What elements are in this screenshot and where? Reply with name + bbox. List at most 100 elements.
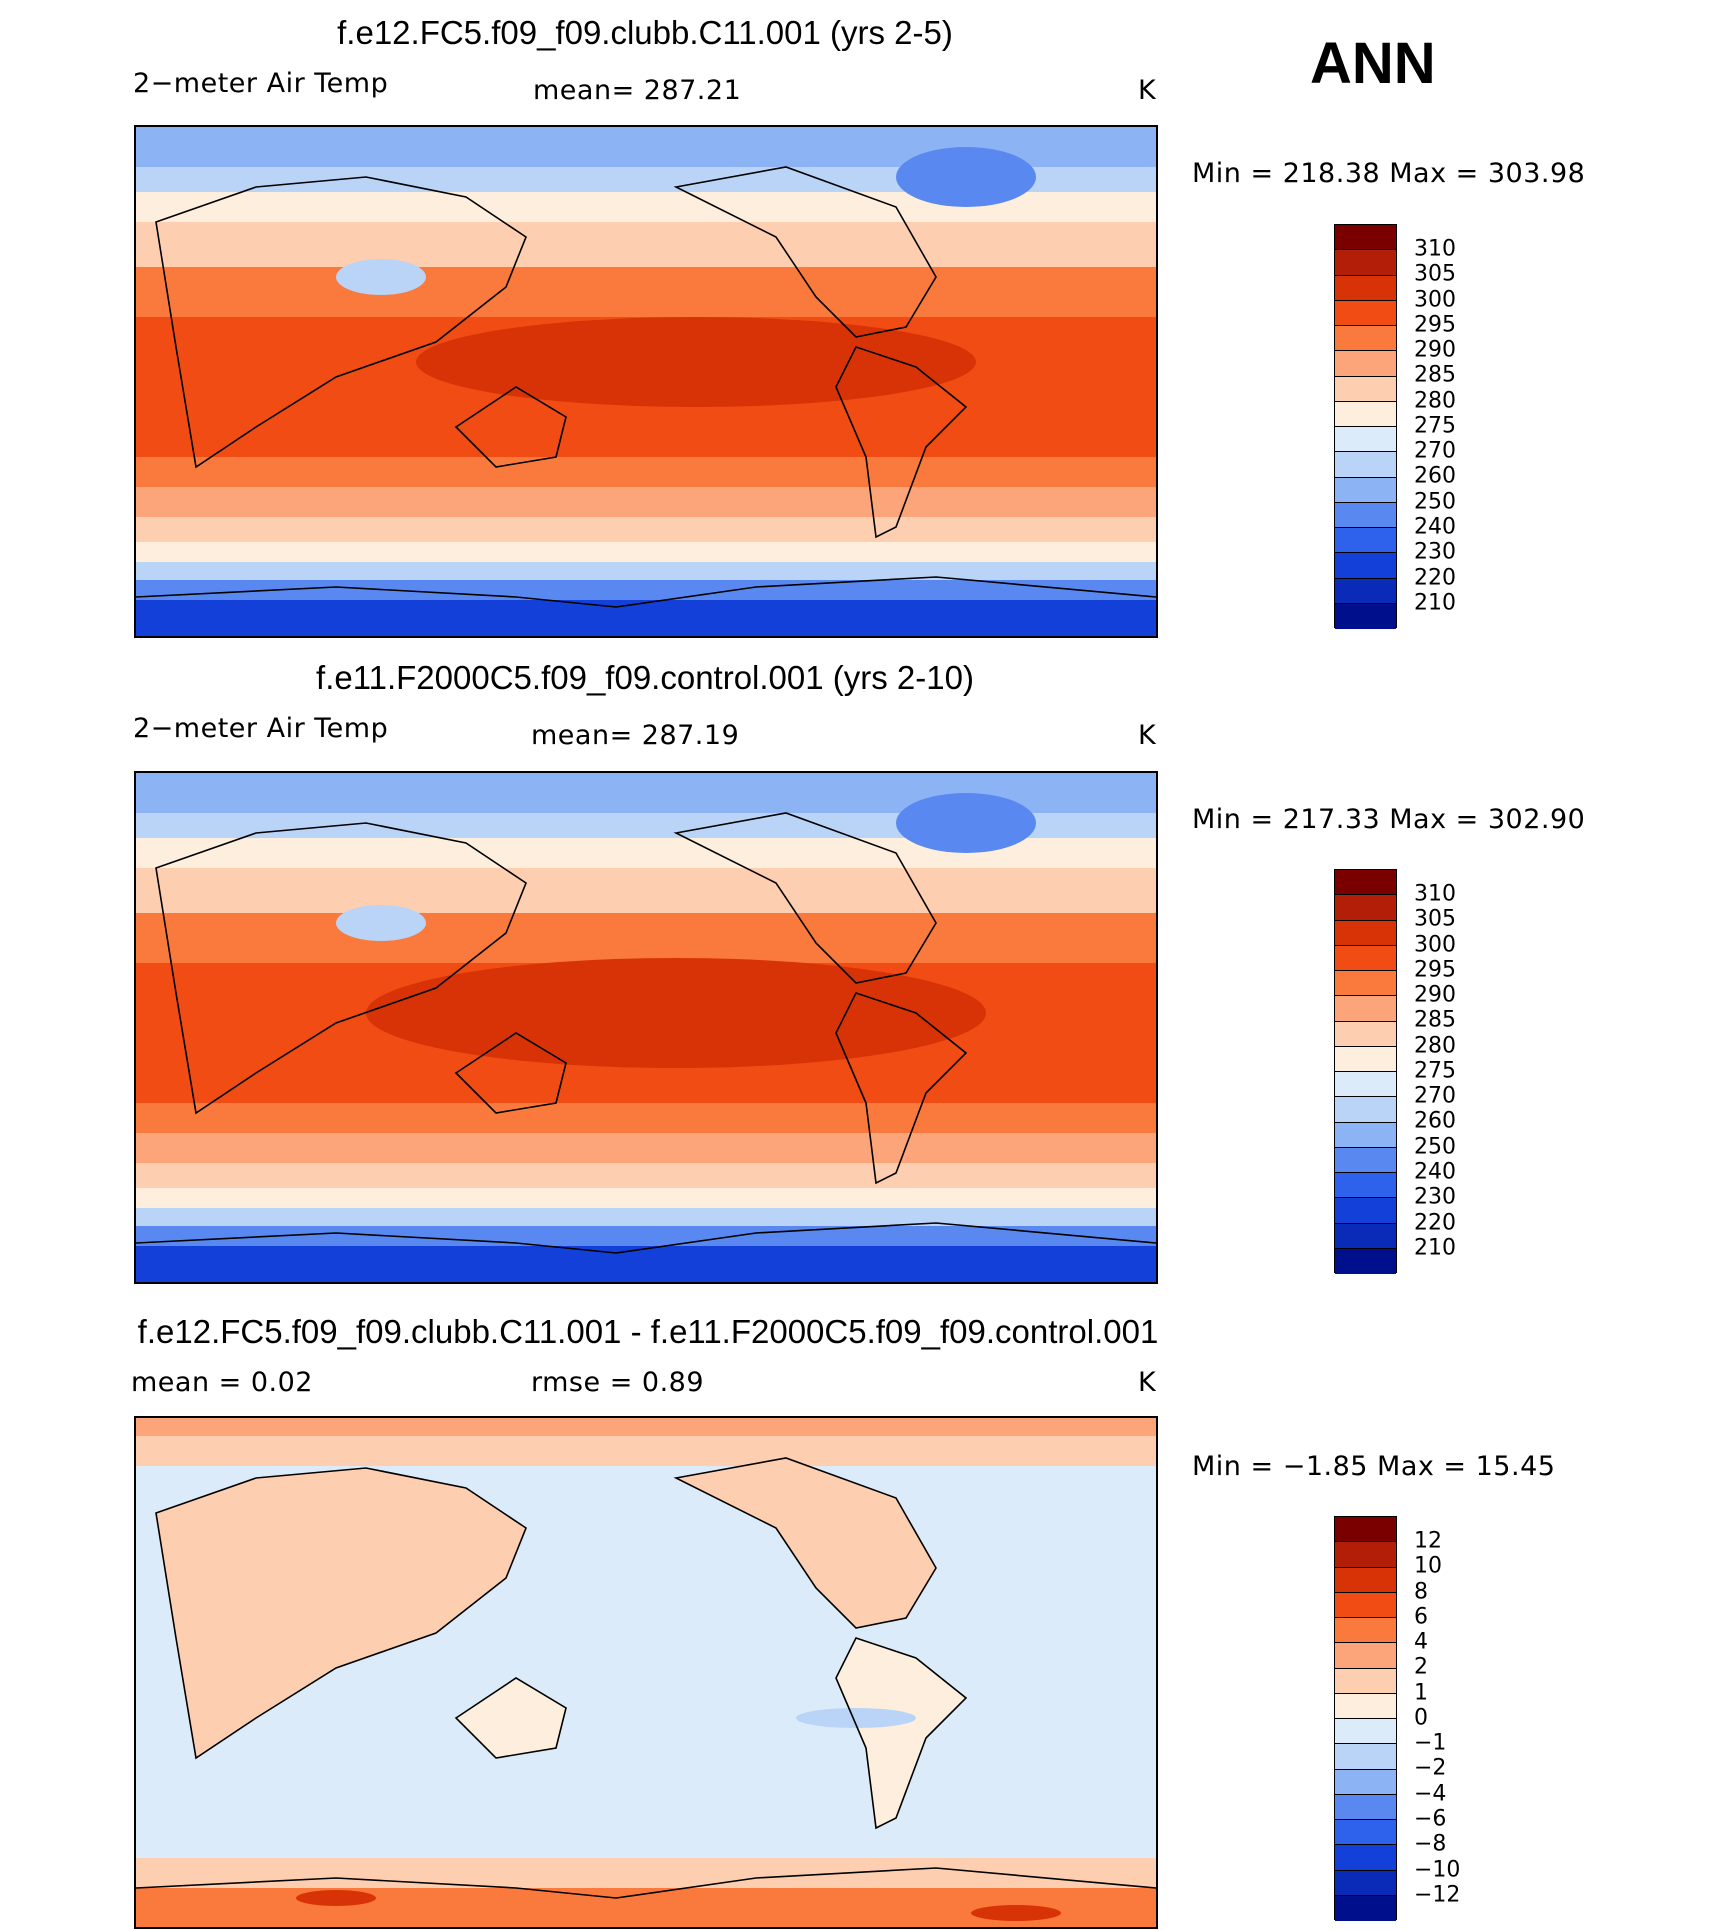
panel3-mean: mean = 0.02 bbox=[131, 1367, 313, 1398]
panel3-land-eurasia-africa bbox=[156, 1468, 526, 1758]
panel1-units: K bbox=[1138, 75, 1157, 106]
panel3-coast-eurasia-africa bbox=[155, 1467, 527, 1760]
panel1-cbar-seg bbox=[1335, 376, 1396, 402]
panel2-band-s-warm bbox=[136, 1103, 1156, 1133]
panel3-cbar-seg bbox=[1335, 1693, 1396, 1719]
panel1-cbar-tick: 240 bbox=[1414, 514, 1456, 540]
panel1-cbar-seg bbox=[1335, 452, 1396, 478]
panel3-cbar-tick: −4 bbox=[1414, 1781, 1447, 1807]
panel3-land-australia bbox=[456, 1678, 566, 1758]
panel2-cbar-tick: 270 bbox=[1414, 1083, 1456, 1109]
panel3-cbar-tick: −12 bbox=[1414, 1882, 1461, 1908]
panel2-colorbar bbox=[1334, 869, 1397, 1274]
panel1-cbar-seg bbox=[1335, 477, 1396, 503]
panel3-band-arctic-warm bbox=[136, 1418, 1156, 1436]
panel2-band-n-mid bbox=[136, 868, 1156, 913]
panel1-cbar-tick: 310 bbox=[1414, 236, 1456, 262]
panel2-cbar-tick: 285 bbox=[1414, 1007, 1456, 1033]
panel1-cbar-tick: 220 bbox=[1414, 565, 1456, 591]
panel3-cbar-seg bbox=[1335, 1895, 1396, 1921]
panel3-cbar-seg bbox=[1335, 1542, 1396, 1568]
panel3-units: K bbox=[1138, 1367, 1157, 1398]
panel3-cbar-seg bbox=[1335, 1618, 1396, 1644]
panel1-coast-eurasia-africa bbox=[155, 176, 527, 469]
panel1-cbar-seg bbox=[1335, 250, 1396, 276]
panel2-cbar-seg bbox=[1335, 1198, 1396, 1224]
season-label: ANN bbox=[1310, 31, 1436, 96]
panel2-minmax: Min = 217.33 Max = 302.90 bbox=[1192, 804, 1586, 835]
panel3-cbar-tick: 12 bbox=[1414, 1528, 1442, 1554]
panel2-band-n-warm bbox=[136, 913, 1156, 963]
panel3-title: f.e12.FC5.f09_f09.clubb.C11.001 - f.e11.… bbox=[137, 1313, 1159, 1350]
panel3-cbar-seg bbox=[1335, 1845, 1396, 1871]
panel2-cbar-tick: 230 bbox=[1414, 1184, 1456, 1210]
panel1-cbar-seg bbox=[1335, 326, 1396, 352]
panel1-band-n-warm bbox=[136, 267, 1156, 317]
panel1-cbar-seg bbox=[1335, 528, 1396, 554]
panel1-cbar-seg bbox=[1335, 401, 1396, 427]
panel1-band-n-mid bbox=[136, 222, 1156, 267]
panel1-cbar-tick: 260 bbox=[1414, 463, 1456, 489]
panel3-map-svg bbox=[136, 1418, 1156, 1927]
panel2-cbar-tick: 295 bbox=[1414, 957, 1456, 983]
panel2-cbar-tick: 240 bbox=[1414, 1159, 1456, 1185]
panel2-coast-australia bbox=[454, 1032, 567, 1114]
panel1-tibet-cold bbox=[336, 259, 426, 295]
panel1-map-svg bbox=[136, 127, 1156, 636]
panel3-cbar-seg bbox=[1335, 1517, 1396, 1543]
panel1-warm-pool bbox=[416, 317, 976, 407]
panel3-cbar-tick: 10 bbox=[1414, 1553, 1442, 1579]
panel2-cbar-seg bbox=[1335, 920, 1396, 946]
panel3-cbar-seg bbox=[1335, 1870, 1396, 1896]
panel1-band-s-mid bbox=[136, 517, 1156, 542]
panel3-land-north-america bbox=[676, 1458, 936, 1628]
panel2-cbar-seg bbox=[1335, 1248, 1396, 1274]
panel3-coast-north-america bbox=[673, 1457, 937, 1629]
panel1-cbar-tick: 280 bbox=[1414, 388, 1456, 414]
panel3-cbar-seg bbox=[1335, 1794, 1396, 1820]
panel2-cbar-seg bbox=[1335, 1046, 1396, 1072]
panel1-cbar-seg bbox=[1335, 553, 1396, 579]
panel3-cbar-seg bbox=[1335, 1592, 1396, 1618]
panel2-band-s-cold bbox=[136, 1208, 1156, 1226]
panel2-cbar-tick: 280 bbox=[1414, 1033, 1456, 1059]
panel1-coast-antarctica bbox=[136, 576, 1156, 608]
panel2-cbar-seg bbox=[1335, 1021, 1396, 1047]
panel1-band-s-mild bbox=[136, 487, 1156, 517]
panel3-rmse: rmse = 0.89 bbox=[531, 1367, 705, 1398]
panel2-tibet-cold bbox=[336, 905, 426, 941]
panel3-band-s-warm bbox=[136, 1858, 1156, 1888]
panel3-cool-patch bbox=[796, 1708, 916, 1728]
panel3-cbar-tick: −8 bbox=[1414, 1831, 1447, 1857]
panel2-cbar-tick: 210 bbox=[1414, 1235, 1456, 1261]
panel1-cbar-tick: 270 bbox=[1414, 438, 1456, 464]
panel1-cbar-seg bbox=[1335, 351, 1396, 377]
panel1-cbar-tick: 250 bbox=[1414, 489, 1456, 515]
panel2-cbar-seg bbox=[1335, 1173, 1396, 1199]
panel1-band-s-cold bbox=[136, 562, 1156, 580]
panel2-coast-eurasia-africa bbox=[155, 822, 527, 1115]
panel2-variable: 2−meter Air Temp bbox=[133, 713, 389, 744]
panel3-minmax: Min = −1.85 Max = 15.45 bbox=[1192, 1451, 1556, 1482]
panel1-cbar-seg bbox=[1335, 300, 1396, 326]
panel1-cbar-seg bbox=[1335, 275, 1396, 301]
panel3-cbar-tick: −6 bbox=[1414, 1806, 1447, 1832]
panel1-coast-australia bbox=[454, 386, 567, 468]
panel2-coast-south-america bbox=[835, 992, 968, 1185]
panel3-cbar-tick: 1 bbox=[1414, 1680, 1428, 1706]
panel2-cbar-tick: 310 bbox=[1414, 881, 1456, 907]
panel1-cbar-tick: 230 bbox=[1414, 539, 1456, 565]
panel2-mean: mean= 287.19 bbox=[531, 720, 740, 751]
panel3-cbar-tick: 4 bbox=[1414, 1629, 1428, 1655]
panel3-cbar-tick: −10 bbox=[1414, 1857, 1461, 1883]
panel2-band-s-mid bbox=[136, 1163, 1156, 1188]
panel1-mean: mean= 287.21 bbox=[533, 75, 742, 106]
panel2-cbar-tick: 290 bbox=[1414, 982, 1456, 1008]
panel1-cbar-tick: 300 bbox=[1414, 287, 1456, 313]
panel2-cbar-seg bbox=[1335, 1147, 1396, 1173]
panel1-band-s-warm bbox=[136, 457, 1156, 487]
panel2-title: f.e11.F2000C5.f09_f09.control.001 (yrs 2… bbox=[316, 659, 974, 696]
panel1-cbar-tick: 290 bbox=[1414, 337, 1456, 363]
panel2-cbar-tick: 305 bbox=[1414, 906, 1456, 932]
panel2-band-s-cool bbox=[136, 1188, 1156, 1208]
